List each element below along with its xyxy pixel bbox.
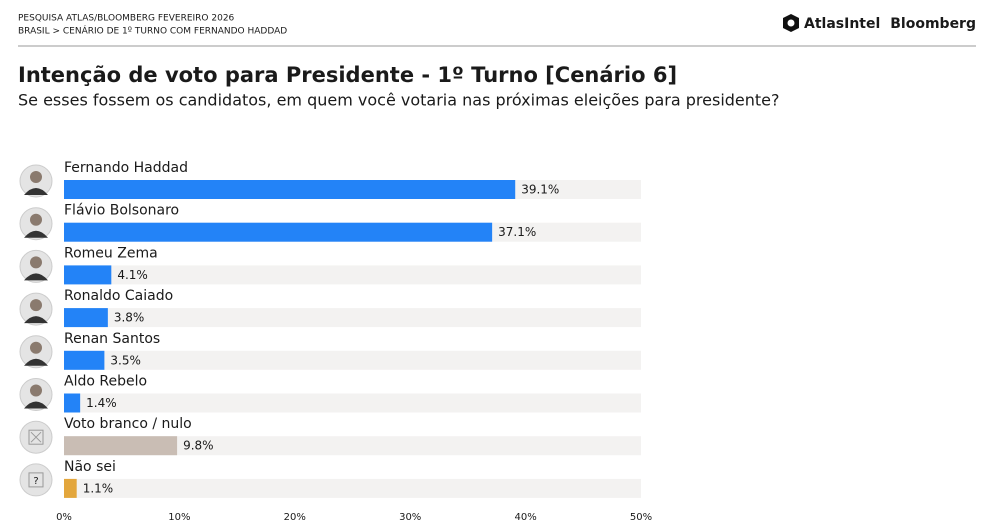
bar — [64, 393, 81, 413]
avatar-icon — [28, 429, 44, 445]
track — [64, 265, 641, 285]
category-label: Renan Santos — [64, 331, 160, 347]
header-line: PESQUISA ATLAS/BLOOMBERG FEVEREIRO 2026 — [18, 14, 235, 24]
bar — [64, 436, 178, 456]
value-label: 9.8% — [183, 439, 214, 453]
avatar-head — [30, 213, 42, 226]
avatar: ? — [19, 463, 53, 497]
avatar-head — [30, 299, 42, 312]
value-label: 1.4% — [86, 396, 117, 410]
avatar-body — [24, 358, 48, 366]
avatar-body — [24, 316, 48, 324]
value-label: 4.1% — [117, 268, 147, 282]
x-tick-label: 50% — [630, 512, 652, 523]
avatar-head — [30, 341, 42, 354]
track — [64, 436, 641, 456]
header-line: BRASIL > CENÁRIO DE 1º TURNO COM FERNAND… — [18, 25, 287, 37]
value-label: 39.1% — [521, 183, 559, 197]
category-label: Não sei — [64, 459, 116, 475]
avatar — [19, 207, 53, 241]
avatar-icon: ? — [33, 476, 38, 487]
track — [64, 350, 641, 370]
x-tick-label: 40% — [514, 512, 536, 523]
category-label: Fernando Haddad — [64, 160, 188, 176]
value-label: 3.8% — [114, 311, 144, 325]
avatar — [19, 420, 53, 454]
avatar-head — [30, 171, 42, 183]
x-tick-label: 30% — [399, 512, 421, 523]
category-label: Ronaldo Caiado — [64, 288, 173, 304]
avatar-body — [24, 273, 48, 281]
track — [64, 393, 641, 413]
avatar — [19, 292, 53, 326]
avatar — [19, 335, 53, 369]
x-tick-label: 10% — [168, 512, 190, 523]
track — [64, 478, 641, 498]
bar — [64, 265, 112, 285]
bar — [64, 180, 516, 199]
chart-subtitle: Se esses fossem os candidatos, em quem v… — [18, 91, 780, 110]
avatar-head — [30, 384, 42, 397]
avatar — [19, 164, 53, 198]
bar — [64, 222, 493, 242]
avatar — [19, 249, 53, 283]
bar — [64, 478, 77, 498]
category-label: Romeu Zema — [64, 245, 158, 261]
avatar-icon — [28, 472, 44, 488]
logo: AtlasIntel — [804, 16, 880, 32]
value-label: 3.5% — [110, 353, 141, 367]
x-tick-label: 0% — [56, 512, 72, 523]
category-label: Voto branco / nulo — [64, 416, 192, 432]
category-label: Flávio Bolsonaro — [64, 203, 179, 219]
track — [64, 308, 641, 328]
bar — [64, 350, 105, 370]
value-label: 37.1% — [498, 225, 536, 239]
avatar-icon — [30, 431, 42, 443]
avatar-circle — [19, 463, 53, 497]
atlas-icon — [783, 14, 799, 32]
category-label: Aldo Rebelo — [64, 374, 147, 390]
avatar-body — [24, 401, 48, 409]
logo: Bloomberg — [890, 16, 976, 32]
bar — [64, 308, 108, 328]
avatar-head — [30, 256, 42, 269]
chart-title: Intenção de voto para Presidente - 1º Tu… — [18, 63, 677, 87]
avatar — [19, 378, 53, 411]
avatar-body — [24, 230, 48, 238]
avatar-body — [24, 188, 48, 195]
x-tick-label: 20% — [284, 512, 306, 523]
value-label: 1.1% — [83, 481, 114, 495]
